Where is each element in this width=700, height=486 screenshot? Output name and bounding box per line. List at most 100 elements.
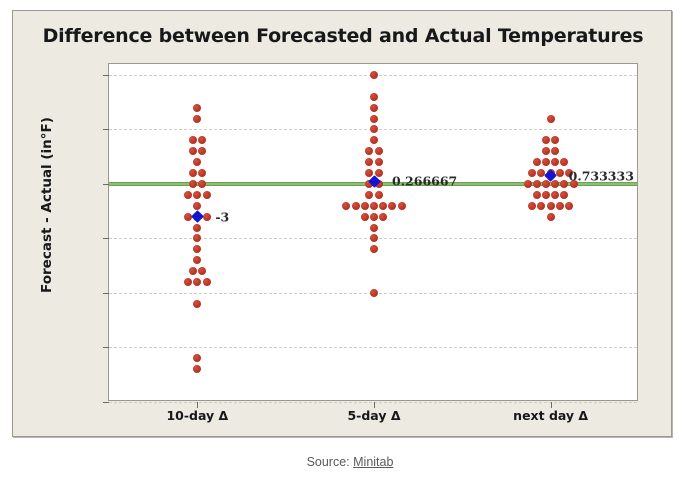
data-point	[542, 136, 551, 145]
data-point	[379, 201, 388, 210]
data-point	[370, 245, 378, 254]
y-axis-title: Forecast - Actual (in°F)	[39, 117, 55, 293]
data-point	[188, 169, 197, 178]
data-point	[188, 267, 197, 276]
data-point	[365, 179, 374, 188]
data-point	[365, 169, 374, 178]
data-point	[560, 179, 569, 188]
data-point	[370, 223, 378, 232]
x-tick-mark	[197, 402, 199, 408]
x-tick-label: next day Δ	[513, 408, 589, 423]
data-point	[565, 169, 574, 178]
data-point	[197, 267, 206, 276]
data-point	[551, 147, 560, 156]
y-tick-mark	[103, 238, 109, 240]
data-point	[374, 179, 383, 188]
data-point	[542, 158, 551, 167]
data-point	[193, 245, 202, 254]
data-point	[551, 179, 560, 188]
data-point	[184, 190, 193, 199]
data-point	[360, 201, 369, 210]
data-point	[193, 354, 202, 363]
data-point	[542, 147, 551, 156]
data-point	[565, 201, 574, 210]
mean-marker	[190, 210, 204, 224]
page-title: Difference between Forecasted and Actual…	[42, 25, 644, 47]
data-point	[193, 256, 202, 265]
data-point	[532, 190, 541, 199]
data-point	[546, 212, 555, 221]
data-point	[197, 136, 206, 145]
data-point	[374, 147, 383, 156]
data-point	[370, 234, 378, 243]
data-point	[546, 114, 555, 123]
data-point	[188, 179, 197, 188]
chart-card: Difference between Forecasted and Actual…	[12, 10, 672, 437]
data-point	[370, 103, 378, 112]
data-point	[193, 190, 202, 199]
data-point	[193, 158, 202, 167]
mean-value-label: -3	[215, 209, 230, 225]
data-point	[193, 299, 202, 308]
data-point	[342, 201, 351, 210]
data-point	[193, 114, 202, 123]
source-prefix: Source:	[306, 455, 350, 469]
data-point	[532, 158, 541, 167]
data-point	[193, 201, 202, 210]
data-point	[555, 169, 564, 178]
x-tick-label: 5-day Δ	[347, 408, 401, 423]
data-point	[370, 212, 378, 221]
data-point	[374, 158, 383, 167]
y-tick-mark	[103, 402, 109, 403]
source-caption: Source: Minitab	[0, 455, 700, 469]
data-point	[360, 212, 369, 221]
data-point	[184, 212, 193, 221]
data-point	[370, 288, 378, 297]
data-point	[528, 201, 537, 210]
data-point	[370, 114, 378, 123]
data-point	[193, 365, 202, 374]
data-point	[370, 70, 378, 79]
data-point	[197, 169, 206, 178]
data-point	[551, 136, 560, 145]
data-point	[202, 278, 211, 287]
data-point	[370, 92, 378, 101]
x-tick-mark	[374, 402, 375, 408]
data-point	[374, 190, 383, 199]
data-point	[202, 212, 211, 221]
data-point	[397, 201, 406, 210]
data-point	[379, 212, 388, 221]
x-tick-mark	[550, 402, 552, 408]
data-point	[546, 201, 555, 210]
data-point	[551, 158, 560, 167]
y-tick-mark	[103, 74, 109, 76]
data-point	[351, 201, 360, 210]
data-point	[193, 234, 202, 243]
data-point	[388, 201, 397, 210]
data-point	[365, 190, 374, 199]
data-point	[374, 169, 383, 178]
data-point	[569, 179, 578, 188]
y-tick-mark	[103, 129, 109, 131]
data-point	[184, 278, 193, 287]
gridline	[109, 402, 637, 403]
data-point	[202, 190, 211, 199]
mean-value-label: 0.266667	[392, 173, 458, 189]
data-point	[370, 201, 378, 210]
gridline	[109, 347, 637, 349]
data-point	[188, 136, 197, 145]
data-point	[551, 190, 560, 199]
data-point	[370, 136, 378, 145]
data-point	[193, 103, 202, 112]
data-point	[537, 201, 546, 210]
data-point	[197, 147, 206, 156]
source-link[interactable]: Minitab	[353, 455, 394, 469]
data-point	[188, 147, 197, 156]
data-point	[560, 190, 569, 199]
data-point	[542, 179, 551, 188]
mean-value-label: 0.733333	[568, 168, 634, 184]
data-point	[532, 179, 541, 188]
y-tick-mark	[103, 183, 109, 185]
data-point	[528, 169, 537, 178]
